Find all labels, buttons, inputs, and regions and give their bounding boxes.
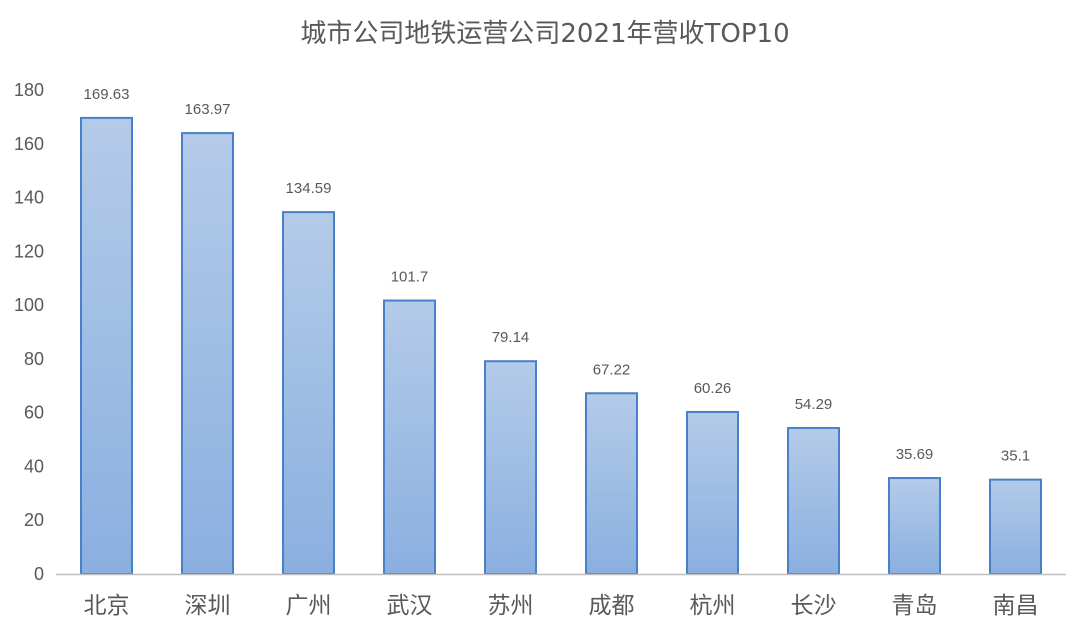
data-label: 79.14 <box>492 329 530 346</box>
y-tick-label: 160 <box>14 134 44 154</box>
y-tick-label: 140 <box>14 188 44 208</box>
data-label: 35.1 <box>1001 448 1030 465</box>
data-label: 163.97 <box>185 101 231 118</box>
bar-杭州 <box>686 410 739 575</box>
y-tick-label: 60 <box>24 403 44 423</box>
y-tick-label: 180 <box>14 80 44 100</box>
bar-苏州 <box>484 360 537 575</box>
x-axis: 北京 深圳 广州 武汉 苏州 成都 杭州 长沙 青岛 南昌 <box>84 593 1039 619</box>
bar-青岛 <box>888 477 941 576</box>
y-tick-label: 40 <box>24 456 44 476</box>
data-label: 54.29 <box>795 396 833 413</box>
x-tick-label: 苏州 <box>488 593 534 619</box>
x-tick-label: 青岛 <box>892 593 938 619</box>
x-tick-label: 广州 <box>286 593 332 619</box>
y-tick-label: 120 <box>14 241 44 261</box>
data-label: 67.22 <box>593 361 631 378</box>
data-label: 134.59 <box>286 180 332 197</box>
bar-深圳 <box>181 132 234 576</box>
x-tick-label: 北京 <box>84 593 130 619</box>
y-tick-label: 100 <box>14 295 44 315</box>
data-label: 101.7 <box>391 269 429 286</box>
x-tick-label: 杭州 <box>690 593 736 619</box>
bar-长沙 <box>787 427 840 576</box>
data-label: 35.69 <box>896 446 934 463</box>
x-tick-label: 武汉 <box>387 593 433 619</box>
y-tick-label: 80 <box>24 349 44 369</box>
y-axis: 0 20 40 60 80 100 120 140 160 180 <box>14 80 44 584</box>
bar-南昌 <box>989 478 1042 575</box>
data-label: 169.63 <box>84 86 130 103</box>
chart-title: 城市公司地铁运营公司2021年营收TOP10 <box>300 19 789 49</box>
bar-武汉 <box>383 299 436 575</box>
y-tick-label: 20 <box>24 510 44 530</box>
x-tick-label: 南昌 <box>993 593 1039 619</box>
y-tick-label: 0 <box>34 564 44 584</box>
x-tick-label: 长沙 <box>791 593 837 619</box>
bars-group: 169.63 163.97 134.59 101.7 79.14 67.22 60.26 54… <box>80 86 1042 576</box>
x-tick-label: 深圳 <box>185 593 231 619</box>
bar-广州 <box>282 211 335 575</box>
bar-成都 <box>585 392 638 576</box>
data-label: 60.26 <box>694 380 732 397</box>
x-tick-label: 成都 <box>589 593 635 619</box>
bar-北京 <box>80 116 133 575</box>
